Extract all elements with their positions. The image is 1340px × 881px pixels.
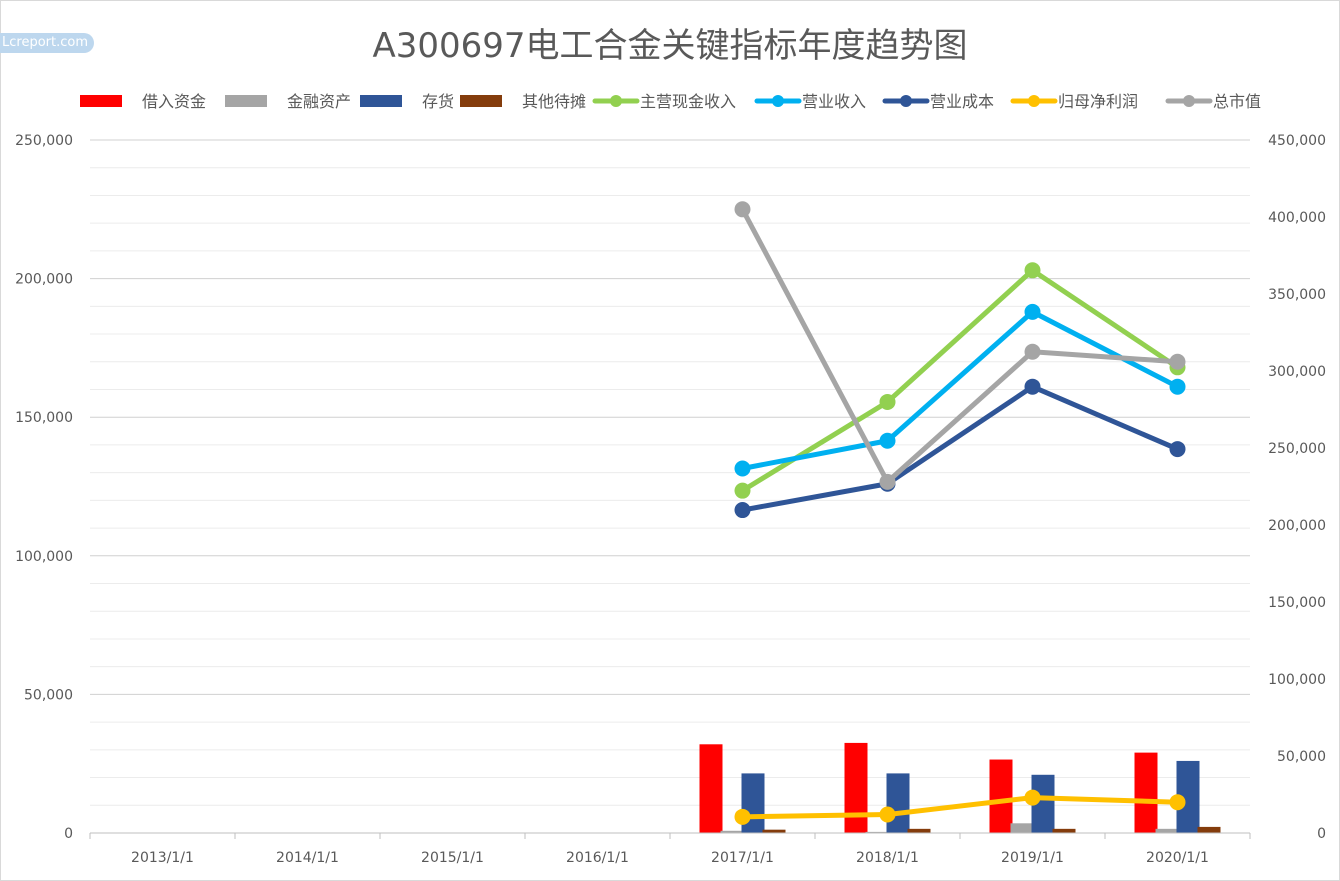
x-tick-label: 2019/1/1 xyxy=(1001,850,1064,866)
legend-label: 其他待摊 xyxy=(522,92,586,111)
point-营业成本 xyxy=(1169,441,1186,458)
legend-label: 营业收入 xyxy=(802,92,866,111)
left-y-tick-label: 50,000 xyxy=(24,687,73,703)
point-归母净利润 xyxy=(1169,794,1186,811)
bar-存货 xyxy=(1176,760,1200,833)
point-总市值 xyxy=(1169,353,1186,370)
point-主营现金收入 xyxy=(734,482,751,499)
point-归母净利润 xyxy=(734,808,751,825)
bar-series-group xyxy=(699,742,1221,833)
point-主营现金收入 xyxy=(1024,262,1041,279)
legend-marker-归母净利润 xyxy=(1028,95,1040,107)
point-营业收入 xyxy=(1169,378,1186,395)
legend-swatch-借入资金 xyxy=(80,95,122,107)
legend-marker-营业收入 xyxy=(772,95,784,107)
left-y-tick-label: 250,000 xyxy=(15,133,73,149)
right-y-tick-label: 100,000 xyxy=(1268,672,1326,688)
legend-label: 总市值 xyxy=(1213,92,1261,111)
point-主营现金收入 xyxy=(879,393,896,410)
x-tick-label: 2017/1/1 xyxy=(711,850,774,866)
right-y-tick-label: 400,000 xyxy=(1268,210,1326,226)
legend-label: 营业成本 xyxy=(930,92,994,111)
right-y-tick-label: 50,000 xyxy=(1277,749,1326,765)
bar-其他待摊 xyxy=(1052,828,1076,833)
line-series-group xyxy=(734,201,1186,825)
chart-title: A300697电工合金关键指标年度趋势图 xyxy=(372,26,968,66)
line-总市值 xyxy=(740,206,1180,485)
bar-金融资产 xyxy=(1155,828,1179,833)
right-y-tick-label: 150,000 xyxy=(1268,595,1326,611)
point-营业成本 xyxy=(734,502,751,519)
line-主营现金收入 xyxy=(740,267,1180,494)
bar-借入资金 xyxy=(1134,752,1158,833)
x-tick-label: 2015/1/1 xyxy=(421,850,484,866)
x-tick-label: 2014/1/1 xyxy=(276,850,339,866)
legend: 借入资金 金融资产 存货 其他待摊 主营现金收入 营业收入 营业成本 归母净利润 总市值 xyxy=(80,92,1261,111)
legend-marker-总市值 xyxy=(1183,95,1195,107)
point-总市值 xyxy=(1024,343,1041,360)
gridlines xyxy=(90,139,1250,806)
point-归母净利润 xyxy=(879,806,896,823)
point-归母净利润 xyxy=(1024,789,1041,806)
right-y-tick-label: 200,000 xyxy=(1268,518,1326,534)
right-y-tick-label: 450,000 xyxy=(1268,133,1326,149)
x-tick-label: 2018/1/1 xyxy=(856,850,919,866)
x-tick-label: 2020/1/1 xyxy=(1146,850,1209,866)
line-归母净利润 xyxy=(740,795,1180,820)
legend-label: 主营现金收入 xyxy=(640,92,736,111)
right-y-tick-label: 300,000 xyxy=(1268,364,1326,380)
bar-金融资产 xyxy=(1010,823,1034,833)
bar-金融资产 xyxy=(720,830,744,833)
legend-swatch-其他待摊 xyxy=(460,95,502,107)
bar-借入资金 xyxy=(844,742,868,833)
left-y-tick-label: 0 xyxy=(64,826,73,842)
point-营业成本 xyxy=(1024,378,1041,395)
bar-存货 xyxy=(1031,774,1055,833)
right-y-tick-label: 250,000 xyxy=(1268,441,1326,457)
right-y-tick-label: 350,000 xyxy=(1268,287,1326,303)
legend-label: 归母净利润 xyxy=(1058,92,1138,111)
legend-marker-主营现金收入 xyxy=(610,95,622,107)
bar-其他待摊 xyxy=(907,828,931,833)
watermark-badge: Lcreport.com xyxy=(0,33,94,53)
legend-swatch-存货 xyxy=(360,95,402,107)
bar-借入资金 xyxy=(699,744,723,833)
right-y-tick-label: 0 xyxy=(1317,826,1326,842)
axes-group: 2013/1/1 2014/1/1 2015/1/1 2016/1/1 2017/1/1… xyxy=(15,133,1326,866)
point-营业收入 xyxy=(879,432,896,449)
point-营业收入 xyxy=(1024,303,1041,320)
x-tick-label: 2016/1/1 xyxy=(566,850,629,866)
bar-其他待摊 xyxy=(1197,826,1221,833)
legend-label: 金融资产 xyxy=(287,92,351,111)
left-y-tick-label: 150,000 xyxy=(15,410,73,426)
left-y-tick-label: 200,000 xyxy=(15,272,73,288)
legend-label: 存货 xyxy=(422,92,454,111)
bar-其他待摊 xyxy=(762,829,786,833)
bar-金融资产 xyxy=(865,831,889,833)
left-y-tick-label: 100,000 xyxy=(15,549,73,565)
line-营业收入 xyxy=(740,309,1180,471)
legend-label: 借入资金 xyxy=(142,92,206,111)
line-营业成本 xyxy=(740,384,1180,513)
bar-借入资金 xyxy=(989,759,1013,833)
legend-marker-营业成本 xyxy=(900,95,912,107)
bar-存货 xyxy=(886,773,910,833)
point-总市值 xyxy=(879,473,896,490)
point-总市值 xyxy=(734,201,751,218)
x-tick-label: 2013/1/1 xyxy=(131,850,194,866)
legend-swatch-金融资产 xyxy=(225,95,267,107)
point-营业收入 xyxy=(734,460,751,477)
